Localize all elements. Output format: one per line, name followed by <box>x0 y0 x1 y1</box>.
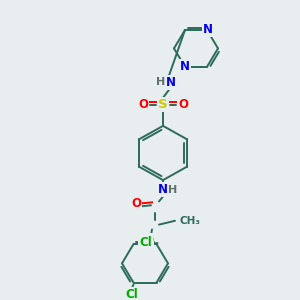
Text: Cl: Cl <box>125 288 138 300</box>
Text: N: N <box>166 76 176 89</box>
Text: O: O <box>138 98 148 111</box>
Text: O: O <box>131 197 141 210</box>
Text: N: N <box>203 23 213 37</box>
Text: N: N <box>158 183 168 196</box>
Text: CH₃: CH₃ <box>179 216 200 226</box>
Text: Cl: Cl <box>139 236 152 249</box>
Text: S: S <box>158 98 168 111</box>
Text: O: O <box>143 234 153 247</box>
Text: N: N <box>180 60 190 74</box>
Text: O: O <box>178 98 188 111</box>
Text: H: H <box>168 185 178 195</box>
Text: H: H <box>156 77 166 87</box>
